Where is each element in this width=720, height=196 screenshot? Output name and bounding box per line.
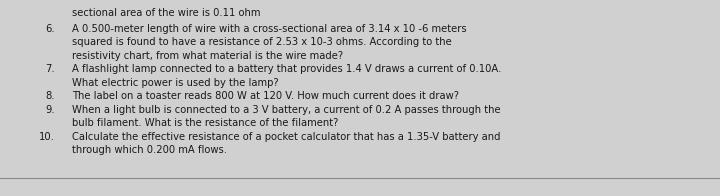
Text: resistivity chart, from what material is the wire made?: resistivity chart, from what material is… xyxy=(72,51,343,61)
Text: 10.: 10. xyxy=(39,132,55,142)
Text: When a light bulb is connected to a 3 V battery, a current of 0.2 A passes throu: When a light bulb is connected to a 3 V … xyxy=(72,104,500,114)
Text: 7.: 7. xyxy=(45,64,55,74)
Text: through which 0.200 mA flows.: through which 0.200 mA flows. xyxy=(72,145,227,155)
Text: What electric power is used by the lamp?: What electric power is used by the lamp? xyxy=(72,77,279,87)
Text: 9.: 9. xyxy=(45,104,55,114)
Text: 6.: 6. xyxy=(45,24,55,34)
Text: The label on a toaster reads 800 W at 120 V. How much current does it draw?: The label on a toaster reads 800 W at 12… xyxy=(72,91,459,101)
Text: Calculate the effective resistance of a pocket calculator that has a 1.35-V batt: Calculate the effective resistance of a … xyxy=(72,132,500,142)
Text: 8.: 8. xyxy=(45,91,55,101)
Text: A flashlight lamp connected to a battery that provides 1.4 V draws a current of : A flashlight lamp connected to a battery… xyxy=(72,64,501,74)
Text: bulb filament. What is the resistance of the filament?: bulb filament. What is the resistance of… xyxy=(72,118,338,128)
Text: A 0.500-meter length of wire with a cross-sectional area of 3.14 x 10 -6 meters: A 0.500-meter length of wire with a cros… xyxy=(72,24,467,34)
Text: squared is found to have a resistance of 2.53 x 10-3 ohms. According to the: squared is found to have a resistance of… xyxy=(72,37,451,47)
Text: sectional area of the wire is 0.11 ohm: sectional area of the wire is 0.11 ohm xyxy=(72,8,261,18)
